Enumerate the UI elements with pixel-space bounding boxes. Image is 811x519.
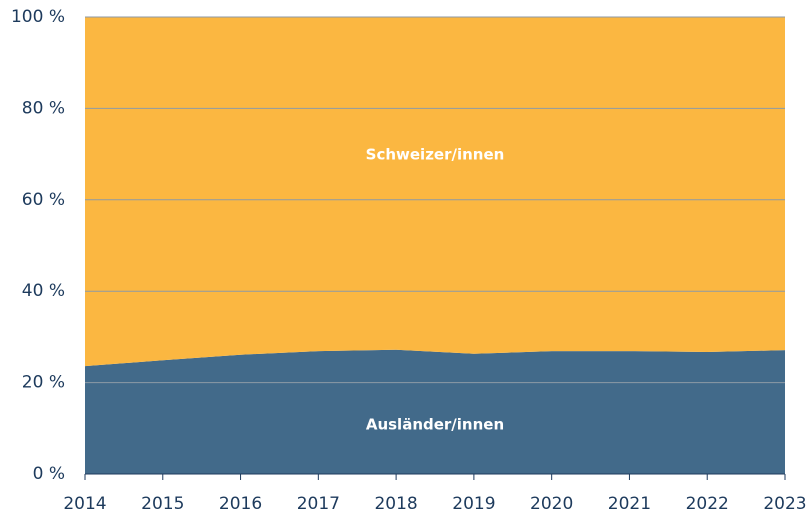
y-tick-label: 80 % bbox=[22, 98, 65, 118]
x-tick-label: 2021 bbox=[608, 494, 651, 514]
x-tick-label: 2014 bbox=[63, 494, 106, 514]
x-tick-label: 2022 bbox=[686, 494, 729, 514]
area bbox=[85, 17, 785, 367]
x-tick-label: 2023 bbox=[763, 494, 806, 514]
series-label: Ausländer/innen bbox=[366, 416, 504, 434]
y-tick-label: 40 % bbox=[22, 281, 65, 301]
y-tick-label: 0 % bbox=[33, 464, 65, 484]
y-tick-label: 100 % bbox=[11, 7, 65, 27]
y-tick-label: 20 % bbox=[22, 373, 65, 393]
x-tick-label: 2020 bbox=[530, 494, 573, 514]
area bbox=[85, 349, 785, 474]
x-tick-label: 2018 bbox=[374, 494, 417, 514]
series-label: Schweizer/innen bbox=[366, 146, 505, 164]
x-tick-label: 2016 bbox=[219, 494, 262, 514]
x-tick-label: 2019 bbox=[452, 494, 495, 514]
x-tick-label: 2017 bbox=[297, 494, 340, 514]
x-tick-label: 2015 bbox=[141, 494, 184, 514]
y-tick-label: 60 % bbox=[22, 190, 65, 210]
